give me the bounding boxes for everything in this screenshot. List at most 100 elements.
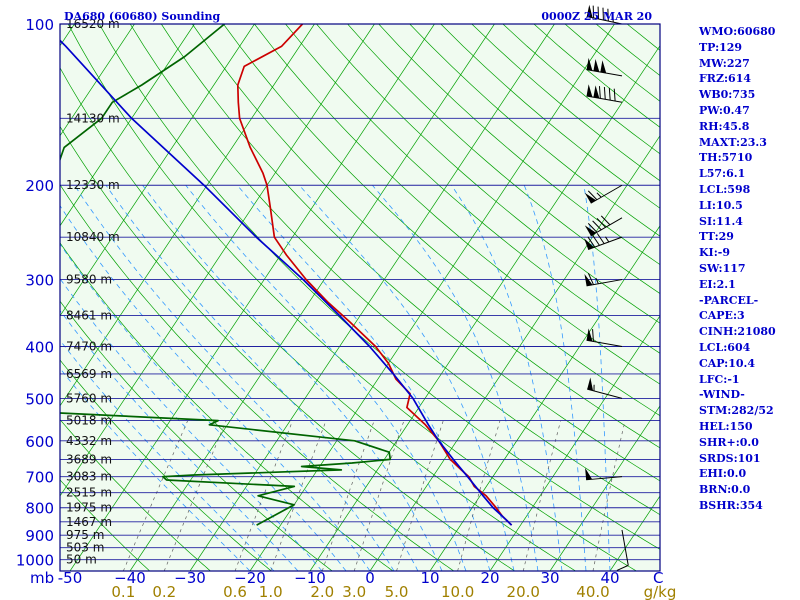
height-label: 503 m (66, 541, 104, 555)
temperature-unit-label: C (653, 569, 663, 587)
pressure-tick-label: 1000 (16, 552, 54, 570)
moist-adiabat-line (523, 185, 587, 571)
dry-adiabat-line (60, 67, 576, 571)
wind-barb (586, 4, 623, 25)
wind-barb (586, 84, 623, 103)
moist-adiabat-line (60, 367, 251, 571)
dry-adiabat-line (223, 24, 660, 417)
isotherm-line (69, 24, 435, 571)
mixing-ratio-tick-label: 0.2 (152, 583, 176, 600)
moist-adiabat-line (74, 184, 395, 571)
wind-barb-flag (608, 87, 611, 101)
stability-index: CAP:10.4 (699, 356, 756, 370)
temperature-tick-label: -50 (58, 569, 83, 587)
valid-time: 0000Z 25 MAR 20 (541, 10, 652, 23)
stability-index: LCL:604 (699, 340, 751, 354)
stability-index: TP:129 (699, 40, 743, 54)
dry-adiabat-line (60, 300, 333, 571)
isotherm-line (129, 24, 495, 571)
dry-adiabat-line (60, 359, 272, 571)
moist-adiabat-line (583, 185, 611, 571)
pressure-tick-label: 900 (25, 527, 54, 545)
height-label: 3083 m (66, 470, 112, 484)
pressure-tick-label: 600 (25, 433, 54, 451)
temperature-tick-label: 10 (420, 569, 439, 587)
wind-barb-flag (587, 273, 594, 285)
stability-index: TT:29 (699, 230, 734, 244)
height-label: 5018 m (66, 414, 112, 428)
wind-barb-flag (592, 220, 602, 231)
moist-adiabat-line (372, 184, 539, 571)
moist-adiabat-line (451, 184, 563, 571)
stability-index: FRZ:614 (699, 72, 752, 86)
temperature-tick-label: 40 (600, 569, 619, 587)
moist-adiabat-line (60, 309, 299, 571)
dry-adiabat-line (60, 125, 515, 571)
wind-barb-half-flag (595, 277, 599, 284)
isotherm-line (60, 24, 375, 497)
stability-index: PW:0.47 (699, 103, 750, 117)
stability-index: -WIND- (699, 388, 745, 402)
height-label: 10840 m (66, 230, 120, 244)
stability-index: LI:10.5 (699, 198, 743, 212)
mixing-ratio-tick-label: 20.0 (507, 583, 540, 600)
height-label: 1975 m (66, 501, 112, 515)
dry-adiabat-line (192, 24, 660, 449)
dry-adiabat-line (67, 24, 637, 571)
wind-barb-flag (598, 86, 601, 99)
sounding-profiles (60, 24, 513, 526)
pressure-tick-label: 100 (25, 16, 54, 34)
dry-adiabat-line (161, 24, 660, 482)
plot-frame (59, 23, 661, 572)
dry-adiabat-line (60, 184, 455, 571)
moist-adiabat-lines (60, 184, 611, 571)
wind-barb (584, 184, 623, 204)
stability-index: EHI:0.0 (699, 467, 747, 481)
dry-adiabat-line (254, 24, 660, 385)
isotherm-line (369, 135, 660, 571)
wind-barb-flag (600, 215, 611, 226)
wind-barb (586, 57, 623, 77)
height-label: 7470 m (66, 339, 112, 353)
pressure-tick-label: 500 (25, 390, 54, 408)
wind-barb-pennant (585, 467, 593, 480)
pressure-tick-label: 300 (25, 272, 54, 290)
stability-index: BSHR:354 (699, 498, 763, 512)
mixing-ratio-tick-label: 5.0 (385, 583, 409, 600)
height-label: 975 m (66, 528, 104, 542)
mixing-ratio-tick-label: 40.0 (576, 583, 609, 600)
stability-indices-panel: WMO:60680 TP:129 MW:227 FRZ:614 WB0:735 PW:0.… (699, 24, 799, 514)
dewpoint-profile (60, 24, 392, 526)
height-label: 50 m (66, 553, 97, 567)
stability-index: L57:6.1 (699, 167, 746, 181)
height-label: 6569 m (66, 367, 112, 381)
stability-index: SHR+:0.0 (699, 435, 759, 449)
stability-index: SRDS:101 (699, 451, 761, 465)
wind-barb-pennant (593, 85, 600, 99)
mixing-ratio-tick-label: 0.6 (223, 583, 247, 600)
pressure-tick-label: 400 (25, 338, 54, 356)
wind-barb-pennant (586, 57, 593, 71)
dry-adiabat-line (60, 242, 394, 571)
wind-barb-staff (586, 279, 623, 287)
wind-barb-staff (586, 339, 623, 347)
isotherm-line (429, 225, 660, 571)
height-label: 5760 m (66, 391, 112, 405)
isotherm-line (60, 24, 255, 317)
wind-barb-pennant (584, 192, 597, 204)
station-title: DA680 (60680) Sounding (64, 10, 221, 23)
stability-index: LCL:598 (699, 182, 751, 196)
mixing-ratio-line (122, 420, 189, 571)
wind-barb-flag (592, 329, 594, 342)
wind-barb-staff (586, 69, 623, 77)
mixing-ratio-unit-label: g/kg (644, 583, 677, 600)
wind-barb-staff (586, 95, 623, 103)
wind-barb-flag (613, 88, 616, 102)
wind-barb-pennant (600, 60, 607, 74)
temperature-tick-label: −20 (234, 569, 266, 587)
mixing-ratio-line (163, 420, 227, 571)
stability-index: WB0:735 (699, 88, 756, 102)
